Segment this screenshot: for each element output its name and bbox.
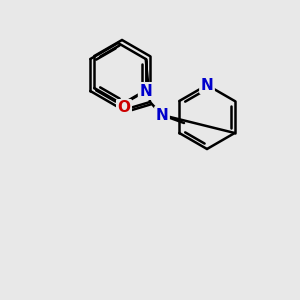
Text: N: N [201, 77, 213, 92]
Text: N: N [156, 107, 168, 122]
Text: N: N [139, 83, 152, 98]
Text: O: O [118, 100, 130, 116]
